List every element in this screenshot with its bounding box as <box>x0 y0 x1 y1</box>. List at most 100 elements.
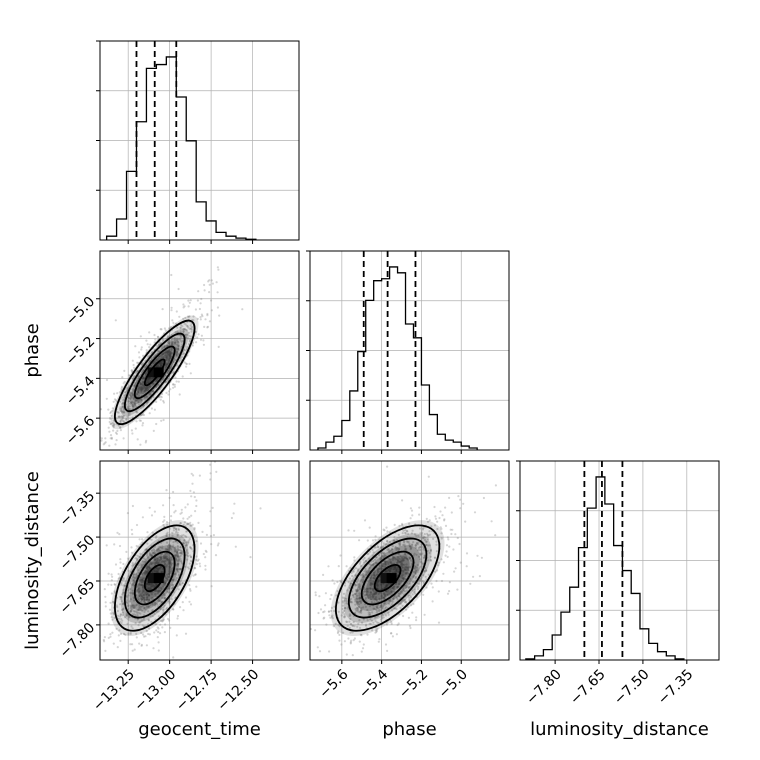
sample-point <box>166 378 169 381</box>
sample-point <box>134 557 137 560</box>
sample-point <box>413 591 416 594</box>
sample-point <box>422 536 425 539</box>
sample-point <box>175 551 179 554</box>
sample-point <box>384 607 387 610</box>
sample-point <box>142 388 145 391</box>
sample-point <box>135 557 138 560</box>
sample-point <box>176 563 179 566</box>
sample-point <box>142 590 145 593</box>
sample-point <box>391 548 394 551</box>
sample-point <box>180 340 183 343</box>
sample-point <box>377 610 381 613</box>
sample-point <box>160 560 163 564</box>
sample-point <box>155 556 158 559</box>
sample-point <box>138 387 141 390</box>
sample-point <box>399 554 402 557</box>
sample-point <box>142 392 145 395</box>
sample-point <box>376 584 379 587</box>
sample-point <box>418 513 421 516</box>
sample-point <box>132 607 135 610</box>
sample-point <box>422 548 425 551</box>
sample-point <box>113 423 116 426</box>
sample-point <box>125 595 128 598</box>
sample-point <box>163 346 166 349</box>
sample-point <box>144 387 147 390</box>
sample-point <box>390 587 394 590</box>
sample-point <box>429 548 433 552</box>
sample-point <box>166 351 169 354</box>
sample-point <box>120 385 124 388</box>
sample-point <box>143 635 146 638</box>
sample-point <box>130 625 133 628</box>
sample-point <box>158 599 161 603</box>
sample-point <box>108 430 111 433</box>
sample-point <box>319 608 323 611</box>
sample-point <box>322 617 325 620</box>
sample-point <box>369 622 372 626</box>
sample-point <box>421 579 424 582</box>
sample-point <box>426 536 429 539</box>
sample-point <box>178 538 181 541</box>
sample-point <box>146 567 150 571</box>
sample-point <box>400 558 403 561</box>
sample-point <box>386 590 389 594</box>
sample-point <box>151 614 154 618</box>
sample-point <box>109 633 112 636</box>
sample-point <box>350 639 353 642</box>
sample-point <box>167 548 170 551</box>
sample-point <box>176 348 179 351</box>
sample-point <box>200 313 203 316</box>
sample-point <box>145 553 149 556</box>
sample-point <box>175 380 178 383</box>
sample-point <box>349 600 352 603</box>
sample-point <box>234 545 237 548</box>
sample-point <box>377 621 380 625</box>
sample-point <box>384 595 387 598</box>
sample-point <box>187 342 191 346</box>
sample-point <box>217 268 220 271</box>
sample-point <box>111 600 115 603</box>
sample-point <box>184 596 188 599</box>
sample-point <box>170 570 173 573</box>
sample-point <box>172 361 175 364</box>
sample-point <box>174 341 177 344</box>
sample-point <box>136 388 139 391</box>
sample-point <box>414 565 417 568</box>
sample-point <box>170 349 173 352</box>
sample-point <box>177 341 180 344</box>
sample-point <box>328 614 331 617</box>
sample-point <box>127 604 130 608</box>
sample-point <box>154 558 157 561</box>
sample-point <box>107 572 110 575</box>
sample-point <box>112 611 115 615</box>
sample-point <box>111 422 114 425</box>
sample-point <box>137 351 141 354</box>
sample-point <box>208 320 211 323</box>
sample-point <box>171 363 174 366</box>
sample-point <box>146 343 149 346</box>
sample-point <box>187 315 190 318</box>
sample-point <box>357 568 360 571</box>
sample-point <box>162 583 166 586</box>
sample-point <box>439 510 442 513</box>
sample-point <box>160 356 163 359</box>
sample-point <box>131 606 135 609</box>
sample-point <box>166 352 169 355</box>
sample-point <box>140 363 143 366</box>
sample-point <box>139 398 142 401</box>
sample-point <box>369 595 372 599</box>
sample-point <box>119 639 122 643</box>
sample-point <box>154 623 157 626</box>
sample-point <box>139 608 142 611</box>
sample-point <box>132 377 135 380</box>
sample-point <box>353 556 356 559</box>
sample-point <box>430 582 433 585</box>
sample-point <box>145 363 148 367</box>
sample-point <box>178 556 181 559</box>
sample-point <box>426 520 430 523</box>
sample-point <box>168 546 171 550</box>
sample-point <box>116 392 119 395</box>
sample-point <box>403 543 406 546</box>
sample-point <box>109 454 111 456</box>
sample-point <box>204 556 207 559</box>
